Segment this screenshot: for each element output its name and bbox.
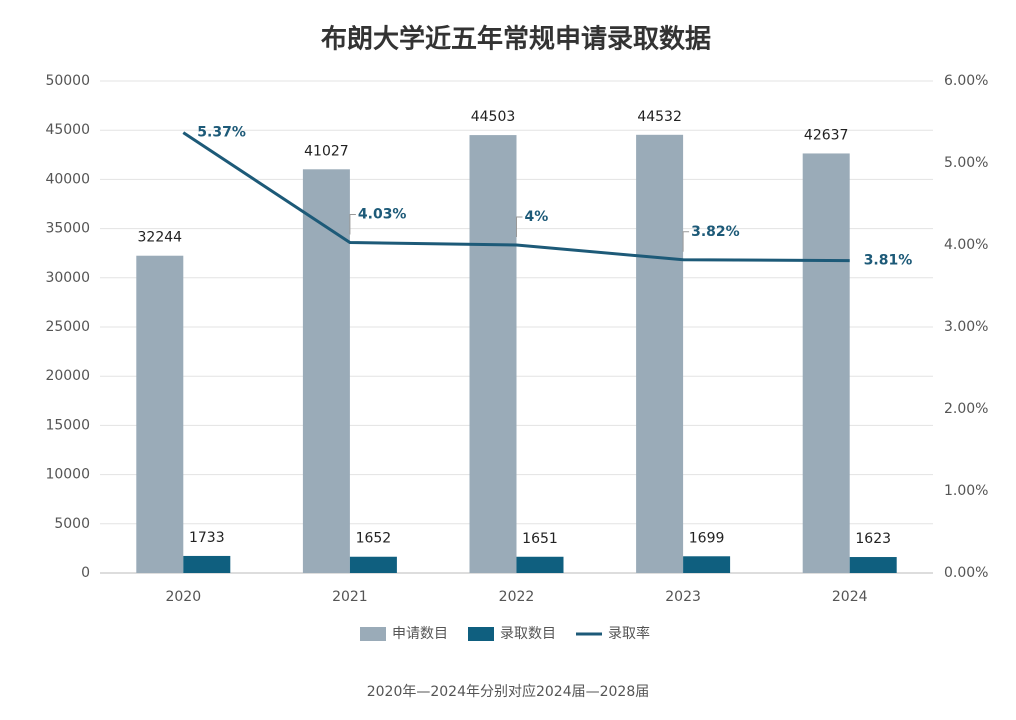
y-tick-label: 25000: [45, 319, 90, 335]
y-tick-label: 0: [81, 565, 90, 581]
x-tick-label: 2023: [665, 589, 701, 605]
data-label: 1623: [855, 531, 891, 547]
data-label: 41027: [304, 143, 349, 159]
bar: [802, 153, 850, 574]
y2-tick-label: 0.00%: [944, 565, 988, 581]
data-label: 3.81%: [864, 253, 913, 269]
x-tick-label: 2021: [332, 589, 368, 605]
y-tick-label: 35000: [45, 221, 90, 237]
legend-label: 申请数目: [392, 626, 448, 642]
y-tick-label: 15000: [45, 417, 90, 433]
legend-swatch: [468, 627, 494, 641]
bar: [849, 557, 897, 573]
data-label: 42637: [804, 127, 849, 143]
data-label: 44532: [637, 109, 682, 125]
leader-line: [516, 216, 523, 237]
x-tick-label: 2020: [165, 589, 201, 605]
bar: [683, 556, 731, 573]
bar: [469, 135, 517, 573]
data-label: 4.03%: [358, 207, 407, 223]
y-tick-label: 45000: [45, 122, 90, 138]
y2-tick-label: 3.00%: [944, 319, 988, 335]
y2-tick-label: 6.00%: [944, 73, 988, 89]
data-label: 5.37%: [197, 125, 246, 141]
data-label: 1651: [522, 531, 558, 547]
leader-line: [682, 231, 690, 252]
bar: [516, 556, 564, 573]
y-tick-label: 20000: [45, 368, 90, 384]
data-label: 32244: [138, 230, 183, 246]
x-tick-label: 2022: [499, 589, 535, 605]
data-label: 4%: [525, 209, 549, 225]
data-label: 44503: [471, 109, 516, 125]
y-tick-label: 50000: [45, 73, 90, 89]
data-label: 1652: [356, 531, 392, 547]
data-label: 1733: [189, 530, 225, 546]
bar: [183, 555, 231, 573]
data-label: 3.82%: [691, 224, 740, 240]
y2-tick-label: 1.00%: [944, 483, 988, 499]
bar: [636, 134, 684, 573]
legend-label: 录取率: [608, 625, 650, 642]
y-tick-label: 40000: [45, 171, 90, 187]
y2-tick-label: 4.00%: [944, 237, 988, 253]
y-tick-label: 5000: [54, 516, 90, 532]
y-tick-label: 10000: [45, 467, 90, 483]
bar: [349, 556, 397, 573]
line: [182, 131, 850, 263]
legend-swatch: [360, 627, 386, 641]
y2-tick-label: 5.00%: [944, 155, 988, 171]
bar: [136, 255, 184, 573]
data-label: 1699: [689, 530, 725, 546]
chart-title: 布朗大学近五年常规申请录取数据: [321, 24, 711, 55]
y-tick-label: 30000: [45, 270, 90, 286]
legend-label: 录取数目: [500, 626, 556, 642]
footnote: 2020年—2024年分别对应2024届—2028届: [367, 683, 650, 700]
leader-line: [349, 214, 356, 235]
y2-tick-label: 2.00%: [944, 401, 988, 417]
x-tick-label: 2024: [832, 589, 868, 605]
bar: [302, 169, 350, 574]
